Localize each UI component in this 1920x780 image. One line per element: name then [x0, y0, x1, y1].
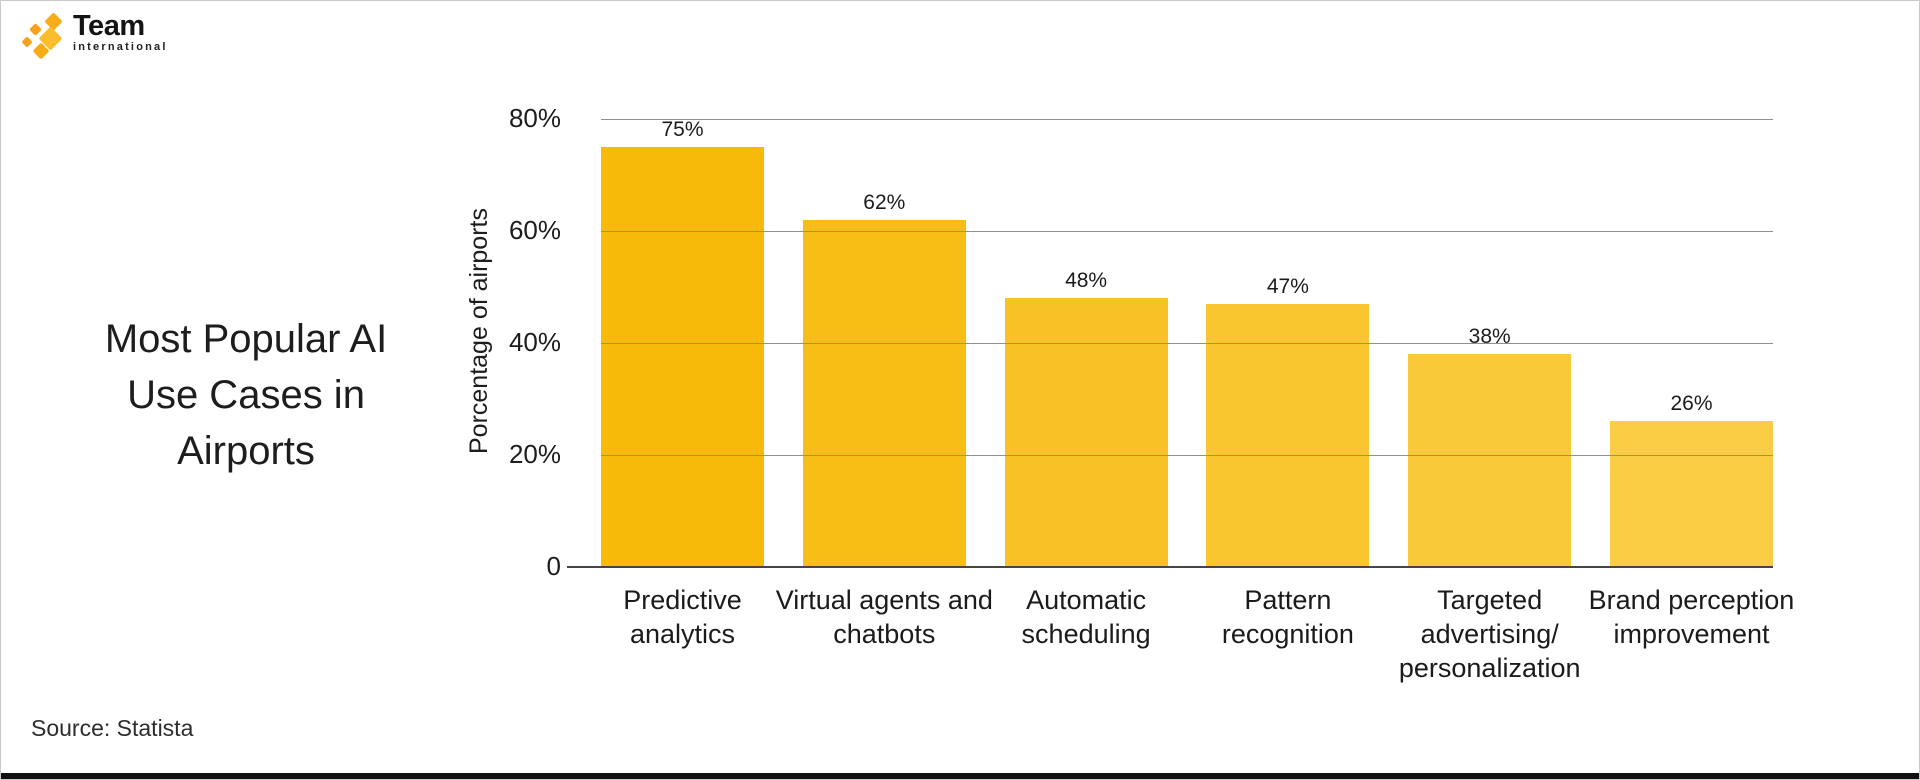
- x-category-label: Pattern recognition: [1221, 585, 1354, 649]
- bar: [1206, 303, 1370, 567]
- y-tick-label: 60%: [508, 215, 561, 245]
- x-category-label: Targeted advertising/ personalization: [1398, 585, 1581, 683]
- logo-brand-name: Team: [73, 10, 145, 42]
- y-tick-label: 20%: [508, 439, 561, 469]
- bar-value-label: 38%: [1468, 325, 1511, 349]
- bar-column: 62% Virtual agents and chatbots: [776, 119, 993, 649]
- team-logo-icon: [21, 12, 69, 61]
- source-note: Source: Statista: [31, 715, 194, 741]
- bar: [1408, 354, 1572, 567]
- gridline: [601, 455, 1773, 456]
- y-tick-label: 0: [546, 551, 561, 581]
- x-category-label: Virtual agents and chatbots: [775, 585, 993, 649]
- gridline: [601, 231, 1773, 232]
- x-category-label: Predictive analytics: [623, 585, 742, 649]
- gridline: [601, 119, 1773, 120]
- bottom-accent-bar: [1, 773, 1919, 779]
- bar-column: 38% Targeted advertising/ personalization: [1399, 119, 1581, 683]
- bar: [802, 219, 966, 567]
- bars-row: 75% Predictive analytics 62% Virtual agents…: [601, 118, 1795, 683]
- bar-value-label: 26%: [1670, 392, 1713, 416]
- x-category-label: Brand perception improvement: [1588, 585, 1795, 649]
- bar-value-label: 48%: [1065, 269, 1108, 293]
- bar-value-label: 62%: [863, 190, 906, 214]
- bar: [601, 147, 764, 567]
- gridline: [601, 343, 1773, 344]
- bar: [1609, 421, 1773, 567]
- bar-column: 75% Predictive analytics: [601, 118, 764, 649]
- logo-text: Team international: [73, 9, 168, 53]
- chart-title: Most Popular AI Use Cases in Airports: [104, 317, 388, 473]
- bar-value-label: 47%: [1266, 274, 1309, 298]
- x-category-label: Automatic scheduling: [1021, 585, 1151, 649]
- x-axis-baseline: [567, 566, 1773, 568]
- bar-column: 47% Pattern recognition: [1206, 119, 1370, 649]
- logo-sub-name: international: [73, 41, 168, 53]
- bar-column: 26% Brand perception improvement: [1589, 119, 1795, 649]
- plot-area: 75% Predictive analytics 62% Virtual agents…: [567, 118, 1795, 683]
- y-tick-label: 80%: [508, 103, 561, 133]
- team-international-logo: Team international: [21, 9, 281, 67]
- bar: [1004, 298, 1168, 567]
- bar-value-label: 75%: [661, 118, 704, 141]
- y-tick-label: 40%: [508, 327, 561, 357]
